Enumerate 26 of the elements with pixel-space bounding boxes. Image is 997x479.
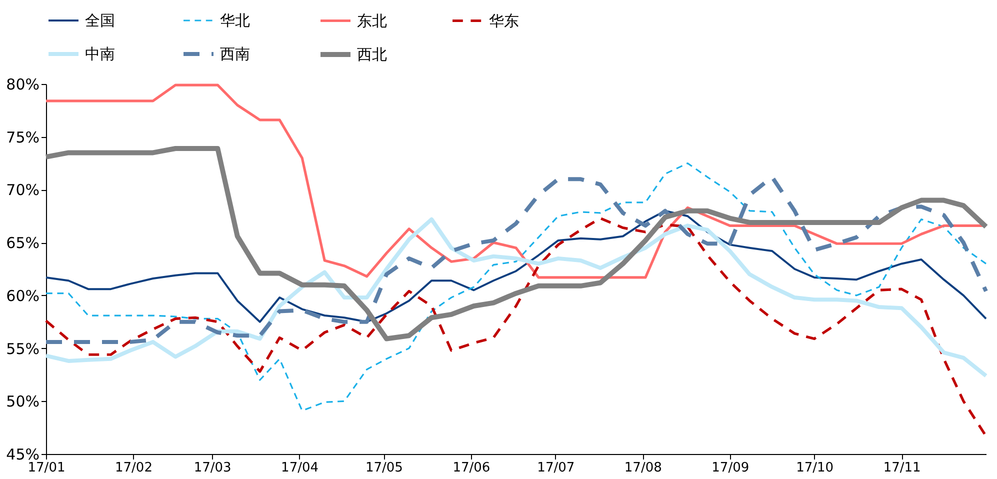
y-tick-label: 70% — [6, 181, 40, 200]
legend-label: 西南 — [220, 45, 250, 63]
x-tick-label: 17/09 — [712, 460, 750, 476]
legend-label: 华东 — [489, 12, 519, 30]
x-tick-label: 17/04 — [281, 460, 319, 476]
y-tick-label: 75% — [6, 128, 40, 146]
y-tick-label: 80% — [6, 76, 40, 94]
legend-label: 全国 — [85, 12, 115, 30]
x-tick-label: 17/06 — [452, 460, 490, 476]
x-tick-label: 17/07 — [537, 460, 575, 476]
legend-label: 中南 — [85, 45, 115, 63]
x-tick-label: 17/05 — [365, 460, 403, 476]
y-tick-label: 45% — [6, 446, 40, 464]
y-tick-label: 60% — [6, 286, 40, 305]
y-tick-label: 65% — [6, 234, 40, 252]
legend-label: 东北 — [357, 12, 387, 30]
x-tick-label: 17/03 — [194, 460, 232, 476]
x-tick-label: 17/10 — [796, 460, 834, 476]
x-tick-label: 17/08 — [624, 460, 662, 476]
legend-label: 华北 — [220, 12, 250, 30]
legend-label: 西北 — [357, 46, 387, 64]
y-tick-label: 50% — [6, 392, 40, 411]
x-tick-label: 17/02 — [115, 460, 152, 476]
x-tick-label: 17/01 — [28, 460, 66, 476]
x-tick-label: 17/11 — [883, 460, 921, 476]
y-tick-label: 55% — [6, 340, 40, 358]
